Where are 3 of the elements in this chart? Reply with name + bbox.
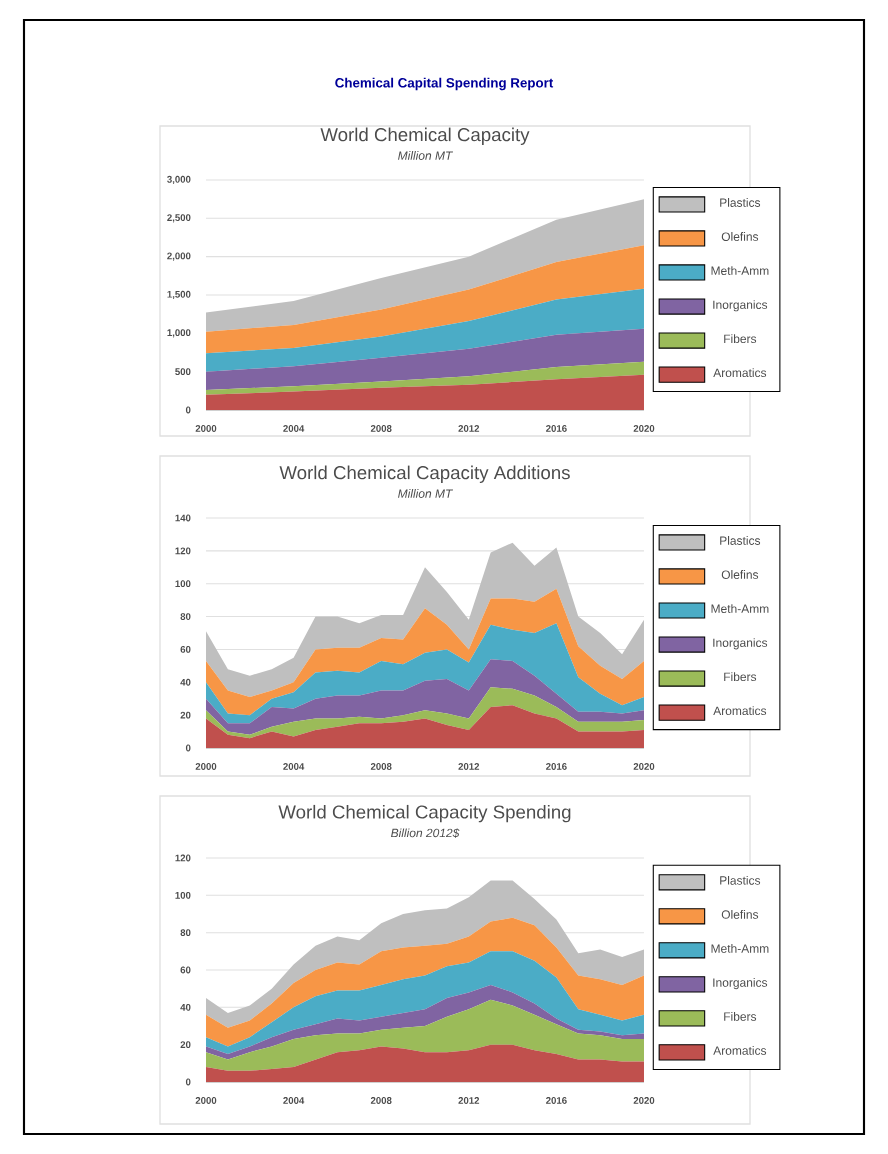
chart-title: World Chemical Capacity Additions bbox=[279, 465, 570, 484]
chart-title: World Chemical Capacity Spending bbox=[278, 804, 571, 823]
chart-title: World Chemical Capacity bbox=[320, 127, 530, 145]
